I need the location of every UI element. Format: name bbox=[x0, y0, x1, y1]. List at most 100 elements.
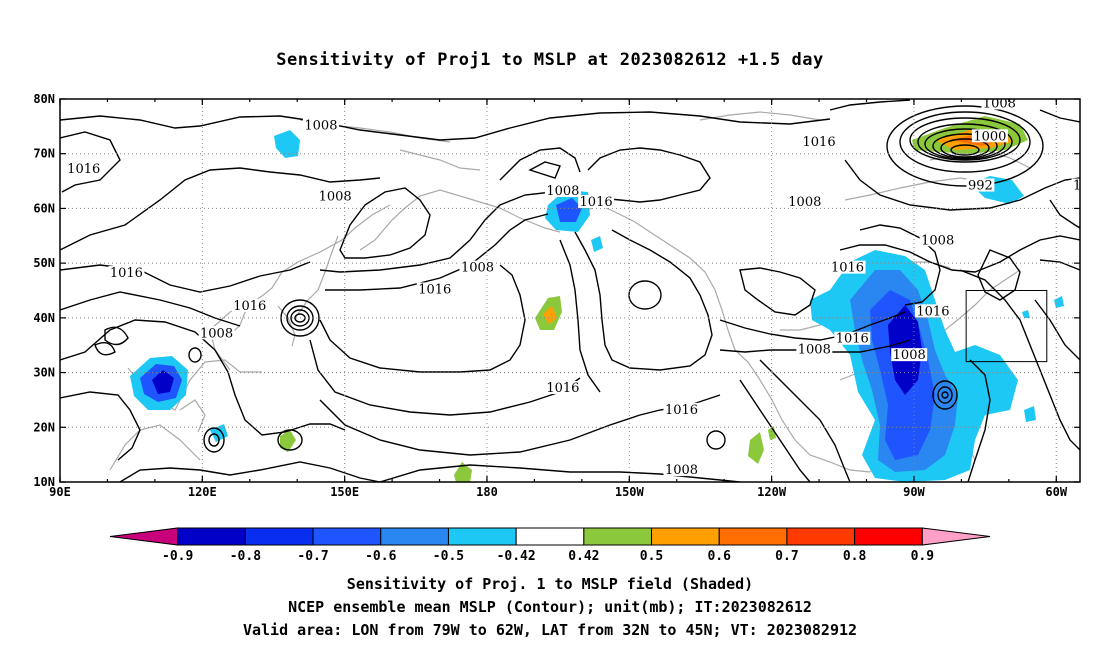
contour-label: 1016 bbox=[418, 283, 451, 298]
contour-label: 1016 bbox=[67, 162, 100, 177]
colorbar-swatch bbox=[651, 527, 720, 546]
lat-tick-label: 80N bbox=[33, 92, 55, 106]
contour-label-bg bbox=[1071, 178, 1080, 192]
contour-label-bg bbox=[663, 463, 700, 477]
lon-tick-label: 120W bbox=[757, 485, 787, 499]
colorbar-label: -0.8 bbox=[230, 549, 261, 564]
contour-label: 1008 bbox=[893, 348, 926, 363]
contour-label-bg bbox=[966, 178, 995, 192]
contour-label: 1008 bbox=[665, 463, 698, 478]
contour-label: 1016 bbox=[665, 403, 698, 418]
colorbar-swatch bbox=[380, 527, 449, 546]
latitude-labels: 80N 70N 60N 50N 40N 30N 20N 10N bbox=[33, 92, 55, 489]
contour-label: 1008 bbox=[788, 195, 821, 210]
contour-label: 1008 bbox=[921, 233, 954, 248]
colorbar-swatch bbox=[854, 527, 923, 546]
colorbar-label: 0.7 bbox=[775, 549, 798, 564]
sensitivity-shading bbox=[130, 116, 1064, 482]
contour-label: 1008 bbox=[304, 118, 337, 133]
map-area: 1008101610081016101610081008101610081016… bbox=[60, 96, 1100, 482]
contour-label: 1016 bbox=[233, 299, 266, 314]
contour-label-bg bbox=[317, 189, 354, 203]
contour-label: 1008 bbox=[461, 261, 494, 276]
contour-label-bg bbox=[919, 233, 956, 247]
colorbar bbox=[109, 527, 991, 546]
colorbar-swatch bbox=[786, 527, 856, 546]
contour-label-bg bbox=[544, 380, 581, 394]
colorbar-label: -0.6 bbox=[365, 549, 396, 564]
contour-label-bg bbox=[981, 99, 1018, 110]
colorbar-label: -0.7 bbox=[297, 549, 328, 564]
contour-label-bg bbox=[796, 342, 833, 356]
lat-tick-label: 20N bbox=[33, 420, 55, 434]
lon-tick-label: 90W bbox=[903, 485, 925, 499]
colorbar-swatch bbox=[583, 527, 653, 546]
longitude-labels: 90E 120E 150E 180 150W 120W 90W 60W bbox=[49, 485, 1068, 499]
contour-label: 1016 bbox=[580, 195, 613, 210]
contour-label-bg bbox=[891, 348, 928, 362]
lat-tick-label: 40N bbox=[33, 311, 55, 325]
contour-label-bg bbox=[914, 304, 951, 318]
contour-label: 1008 bbox=[983, 96, 1016, 111]
contour-label-bg bbox=[786, 194, 823, 208]
colorbar-label: 0.42 bbox=[568, 549, 599, 564]
contour-label: 1016 bbox=[803, 135, 836, 150]
lon-tick-label: 150W bbox=[615, 485, 645, 499]
contour-label: 1000 bbox=[973, 129, 1006, 144]
colorbar-label: 0.5 bbox=[640, 549, 663, 564]
contour-label: 1008 bbox=[319, 189, 352, 204]
colorbar-arrow-left bbox=[109, 527, 179, 546]
caption-line-1: Sensitivity of Proj. 1 to MSLP field (Sh… bbox=[346, 575, 754, 593]
contour-label: 1016 bbox=[1073, 179, 1100, 194]
lat-tick-label: 50N bbox=[33, 256, 55, 270]
contour-label: 1016 bbox=[831, 261, 864, 276]
contour-label-bg bbox=[416, 282, 453, 296]
colorbar-label: 0.8 bbox=[843, 549, 867, 564]
contour-label: 1008 bbox=[798, 343, 831, 358]
lon-tick-label: 180 bbox=[476, 485, 498, 499]
contour-label-bg bbox=[231, 298, 268, 312]
contour-label-bg bbox=[663, 402, 700, 416]
colorbar-label: -0.5 bbox=[433, 549, 464, 564]
mslp-contours bbox=[60, 99, 1080, 482]
page-title: Sensitivity of Proj1 to MSLP at 20230826… bbox=[276, 50, 824, 70]
lat-tick-label: 60N bbox=[33, 201, 55, 215]
valid-area-box bbox=[965, 290, 1048, 363]
lon-tick-label: 150E bbox=[330, 485, 359, 499]
colorbar-label: -0.9 bbox=[162, 549, 193, 564]
contour-labels: 1008101610081016101610081008101610081016… bbox=[65, 96, 1100, 478]
contour-label-bg bbox=[65, 162, 102, 176]
colorbar-label: 0.9 bbox=[911, 549, 934, 564]
contour-label-bg bbox=[829, 260, 866, 274]
contour-label-bg bbox=[108, 266, 145, 280]
colorbar-swatch bbox=[244, 527, 314, 546]
colorbar-labels: -0.9 -0.8 -0.7 -0.6 -0.5 -0.42 0.42 0.5 0.6 0.7 0.… bbox=[162, 549, 934, 564]
contour-label-bg bbox=[801, 134, 838, 148]
lon-tick-label: 120E bbox=[188, 485, 217, 499]
colorbar-swatch bbox=[447, 527, 517, 546]
lat-tick-label: 30N bbox=[33, 366, 55, 380]
map-frame bbox=[59, 98, 1081, 483]
contour-label-bg bbox=[971, 129, 1008, 143]
caption: Sensitivity of Proj. 1 to MSLP field (Sh… bbox=[0, 573, 1100, 642]
contour-label: 992 bbox=[968, 179, 993, 194]
axis-ticks bbox=[59, 98, 1080, 483]
colorbar-arrow-right bbox=[921, 527, 991, 546]
contour-label: 1016 bbox=[916, 304, 949, 319]
contour-label: 1016 bbox=[110, 266, 143, 281]
colorbar-swatch bbox=[177, 527, 246, 546]
contour-label-bg bbox=[834, 331, 871, 345]
lat-tick-label: 10N bbox=[33, 475, 55, 489]
contour-label-bg bbox=[198, 326, 235, 340]
caption-line-2: NCEP ensemble mean MSLP (Contour); unit(… bbox=[288, 598, 812, 616]
contour-label-bg bbox=[302, 118, 339, 132]
colorbar-swatch bbox=[718, 527, 788, 546]
lon-tick-label: 60W bbox=[1045, 485, 1067, 499]
lat-tick-label: 70N bbox=[33, 147, 55, 161]
colorbar-label: -0.42 bbox=[497, 549, 536, 564]
contour-label: 1008 bbox=[200, 326, 233, 341]
contour-label: 1016 bbox=[546, 381, 579, 396]
contour-label-bg bbox=[459, 260, 496, 274]
colorbar-swatch bbox=[515, 527, 585, 546]
